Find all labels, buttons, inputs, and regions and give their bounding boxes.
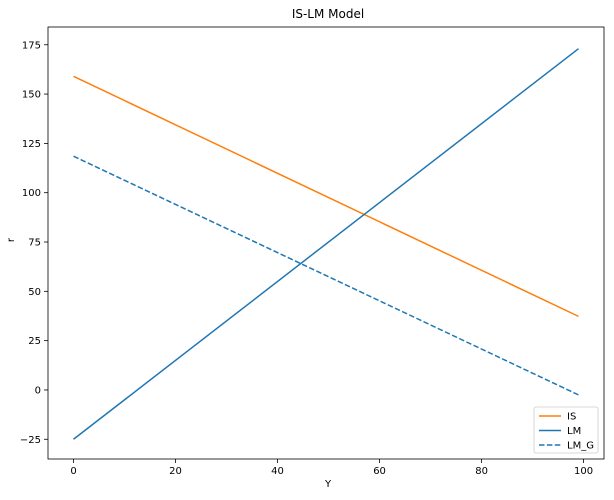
x-axis-label: Y [324, 479, 332, 490]
y-tick-label: 0 [35, 385, 41, 396]
ticks-layer: 0 20 40 60 80 100 −25 0 25 50 75 100 125 150 175 [20, 40, 593, 477]
y-tick-label: 25 [28, 336, 41, 347]
legend-label: IS [567, 412, 576, 423]
y-tick-label: 75 [28, 238, 41, 249]
y-tick-label: −25 [20, 435, 41, 446]
series-line-lm [73, 48, 579, 440]
y-tick-label: 50 [28, 287, 41, 298]
x-tick-label: 40 [271, 466, 284, 477]
x-tick-label: 80 [475, 466, 488, 477]
chart-title: IS-LM Model [292, 7, 364, 21]
x-tick-label: 0 [70, 466, 76, 477]
x-tick-label: 60 [373, 466, 386, 477]
legend: IS LM LM_G [533, 406, 599, 454]
plot-frame [47, 26, 605, 460]
legend-label: LM_G [567, 441, 594, 452]
legend-label: LM [567, 426, 581, 437]
y-tick-label: 175 [22, 40, 41, 51]
x-tick-label: 20 [169, 466, 182, 477]
x-tick-label: 100 [574, 466, 593, 477]
y-tick-label: 150 [22, 90, 41, 101]
y-axis-label: r [6, 237, 17, 242]
series-line-lm-g [73, 155, 579, 396]
y-tick-label: 100 [22, 188, 41, 199]
y-tick-label: 125 [22, 139, 41, 150]
legend-box [533, 406, 599, 454]
series-layer [73, 48, 579, 440]
series-line-is [73, 75, 579, 318]
